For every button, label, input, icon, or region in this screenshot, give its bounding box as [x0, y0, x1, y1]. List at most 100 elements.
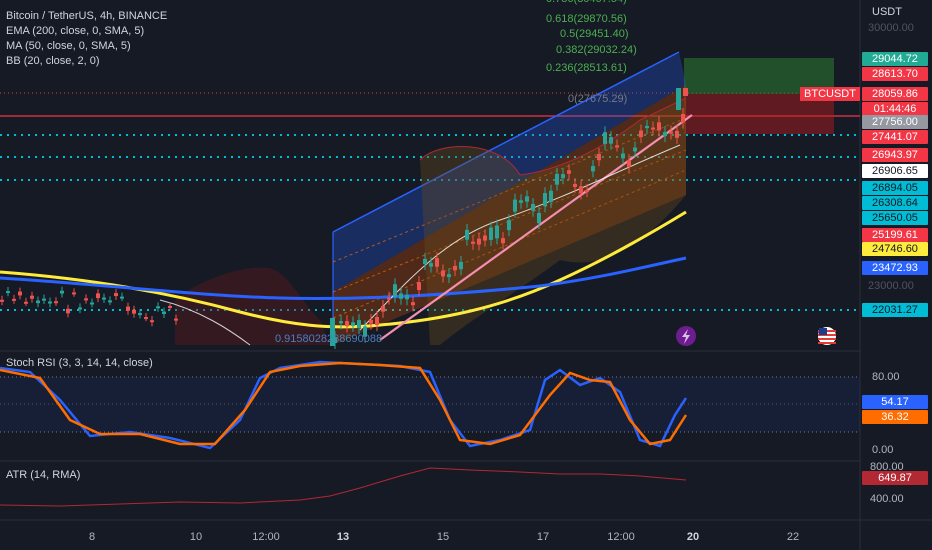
channel-top-line	[332, 51, 680, 233]
candle-body	[144, 317, 148, 320]
candle-body	[108, 300, 112, 303]
candle-body	[471, 241, 475, 244]
candle-body	[621, 153, 625, 159]
candle-body	[519, 200, 523, 203]
candle-body	[357, 320, 361, 329]
candle-body	[513, 199, 517, 212]
candle-body	[54, 301, 58, 304]
candle-body	[42, 298, 46, 301]
time-axis-label: 8	[88, 531, 96, 543]
symbol-tag[interactable]: BTCUSDT	[800, 87, 860, 101]
time-axis-label: 17	[536, 531, 550, 543]
candle-body	[676, 88, 681, 110]
candle-body	[399, 293, 403, 299]
candle-body	[591, 166, 595, 172]
candle-body	[483, 235, 487, 241]
time-axis-label: 15	[436, 531, 450, 543]
candle-body	[0, 299, 4, 302]
trend-line	[379, 114, 693, 341]
candle-body	[561, 174, 565, 179]
candle-body	[36, 300, 40, 304]
candle-body	[447, 274, 451, 278]
candle-body	[417, 282, 421, 291]
candle-body	[573, 183, 577, 188]
candle-body	[156, 306, 160, 309]
price-label: 25199.61	[862, 228, 928, 242]
candle-body	[369, 319, 373, 324]
candle-body	[405, 294, 409, 300]
candle-body	[537, 212, 541, 224]
atr-tick: 800.00	[870, 461, 904, 473]
candle-body	[387, 297, 391, 300]
candle-body	[549, 190, 553, 203]
candle-body	[393, 284, 397, 297]
candle-body	[6, 291, 10, 294]
candle-body	[609, 137, 613, 144]
candle-body	[381, 305, 385, 312]
price-label: 26894.05	[862, 181, 928, 195]
candle-body	[639, 130, 643, 138]
price-label: 28059.86	[862, 87, 928, 101]
stoch-rsi-legend[interactable]: Stoch RSI (3, 3, 14, 14, close)	[6, 357, 153, 369]
candle-body	[84, 298, 88, 301]
candle-body	[12, 298, 16, 301]
us-flag-icon[interactable]	[818, 327, 836, 345]
time-axis-label: 22	[786, 531, 800, 543]
candle-body	[489, 227, 493, 240]
fib-channel-upper	[333, 52, 686, 292]
price-label: 01:44:46	[862, 102, 928, 116]
fib-bottom-label: 0.9158028238690088	[275, 333, 383, 345]
fib-channel-line	[332, 169, 687, 319]
atr-pane[interactable]	[0, 467, 687, 507]
time-axis-label: 13	[336, 531, 350, 543]
stoch-rsi-pane[interactable]	[0, 360, 860, 450]
currency-label[interactable]: USDT	[872, 6, 902, 18]
price-label: 26906.65	[862, 164, 928, 178]
candle-body	[423, 258, 427, 265]
bollinger-band-left	[175, 267, 330, 345]
candle-body	[345, 321, 349, 327]
candle-body	[114, 293, 118, 297]
candle-body	[501, 238, 505, 244]
candle-body	[507, 220, 511, 231]
price-tick: 23000.00	[868, 280, 914, 292]
stoch-d-value: 36.32	[862, 410, 928, 424]
candle-body	[150, 320, 154, 323]
atr-line	[0, 467, 687, 507]
time-axis-label: 12:00	[252, 531, 280, 543]
bollinger-basis	[159, 144, 681, 346]
lightning-icon[interactable]	[676, 326, 696, 346]
candle-body	[48, 301, 52, 304]
indicator-ema-legend[interactable]: EMA (200, close, 0, SMA, 5)	[6, 25, 145, 37]
candle-body	[531, 204, 535, 211]
candle-body	[633, 147, 637, 152]
time-axis-label: 20	[686, 531, 700, 543]
candle-body	[585, 190, 589, 193]
candle-body	[435, 258, 439, 267]
fib-level-label: 0.786(30467.54)	[546, 0, 627, 5]
candle-body	[645, 125, 649, 129]
price-label: 29044.72	[862, 52, 928, 66]
price-pane[interactable]	[0, 51, 860, 350]
atr-value: 649.87	[862, 471, 928, 485]
symbol-title[interactable]: Bitcoin / TetherUS, 4h, BINANCE	[6, 10, 168, 22]
candle-body	[627, 160, 631, 167]
candle-body	[657, 122, 661, 131]
candle-body	[72, 292, 76, 295]
candle-body	[375, 316, 379, 326]
candle-body	[683, 88, 688, 96]
atr-legend[interactable]: ATR (14, RMA)	[6, 469, 81, 481]
fib-level-label: 0.382(29032.24)	[556, 44, 637, 56]
indicator-ma-legend[interactable]: MA (50, close, 0, SMA, 5)	[6, 40, 131, 52]
time-axis-label: 10	[189, 531, 203, 543]
candle-body	[681, 114, 685, 123]
indicator-bb-legend[interactable]: BB (20, close, 2, 0)	[6, 55, 100, 67]
candle-body	[615, 145, 619, 148]
candle-body	[555, 173, 559, 185]
stoch-tick: 0.00	[872, 444, 894, 456]
candle-body	[18, 291, 22, 296]
candle-body	[441, 270, 445, 277]
candle-body	[96, 293, 100, 299]
